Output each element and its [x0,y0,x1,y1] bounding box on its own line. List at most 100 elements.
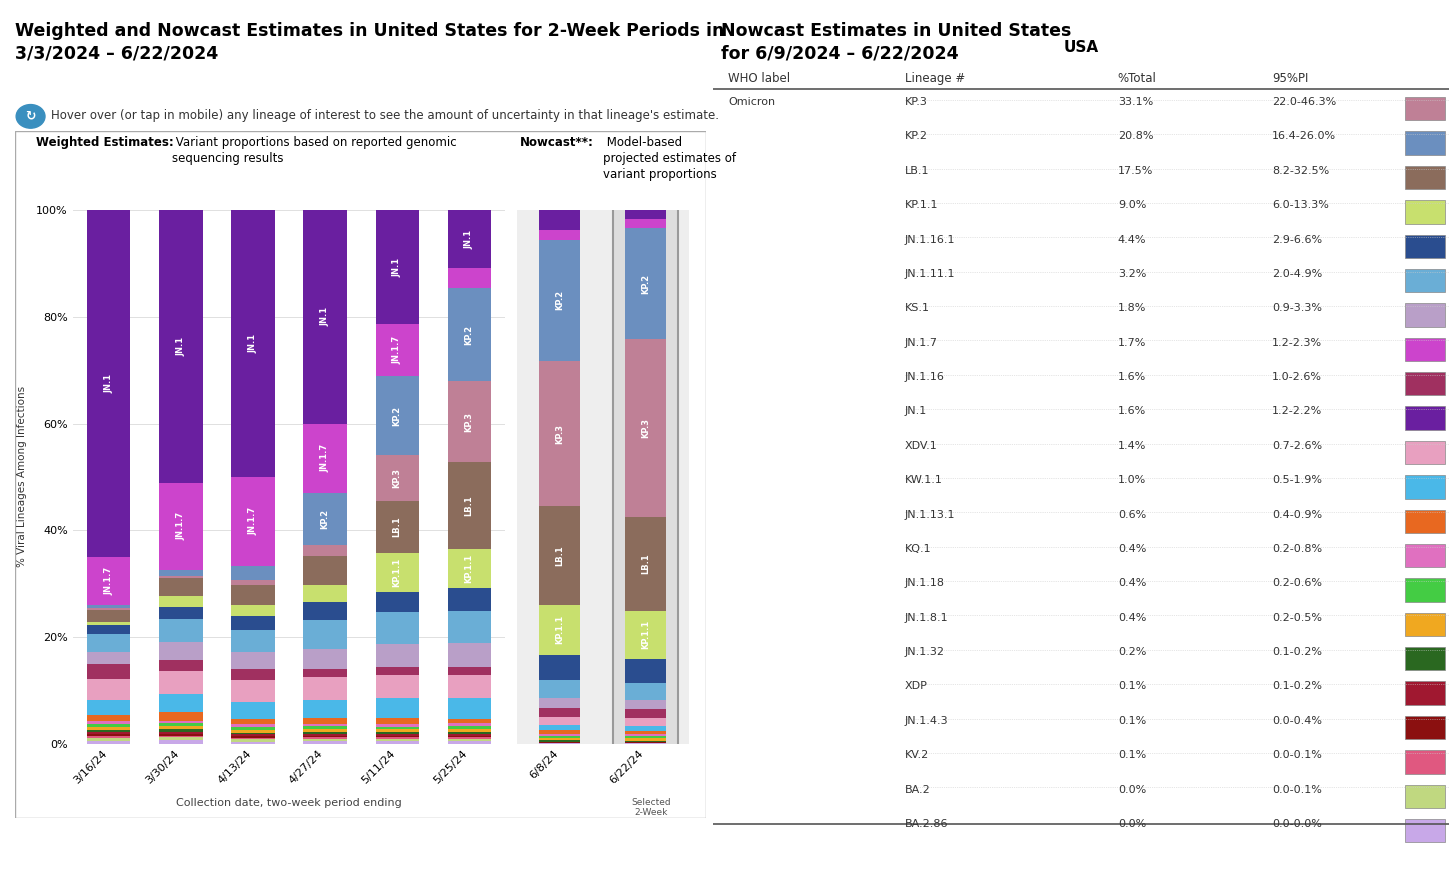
Bar [376,738,419,739]
Text: JN.1.7: JN.1.7 [904,338,938,347]
Text: 2.9-6.6%: 2.9-6.6% [1273,234,1322,245]
Text: JN.1: JN.1 [464,229,473,248]
Text: 1.7%: 1.7% [1118,338,1146,347]
Bar [303,668,347,677]
Text: KV.2: KV.2 [904,750,929,760]
Text: Nowcast Estimates in United States
for 6/9/2024 – 6/22/2024: Nowcast Estimates in United States for 6… [721,22,1072,63]
Bar [232,734,275,736]
Bar [303,738,347,739]
Bar [303,424,347,493]
Bar [447,643,491,667]
Bar [303,739,347,741]
Text: 0.0-0.1%: 0.0-0.1% [1273,750,1322,760]
Text: 16.4-26.0%: 16.4-26.0% [1273,131,1337,142]
Bar [447,732,491,734]
Bar [87,664,131,679]
Text: Weighted Estimates:: Weighted Estimates: [36,136,175,149]
Text: %Total: %Total [1118,72,1156,85]
Bar [1405,612,1444,636]
Text: 1.0-2.6%: 1.0-2.6% [1273,372,1322,382]
Bar [87,556,131,605]
Bar [447,698,491,718]
Text: 17.5%: 17.5% [1118,166,1153,176]
Text: 1.6%: 1.6% [1118,407,1146,416]
Bar [625,738,667,740]
Text: 0.4%: 0.4% [1118,544,1146,554]
Text: 0.4%: 0.4% [1118,612,1146,623]
Text: 0.0%: 0.0% [1118,785,1146,794]
Bar [625,710,667,718]
Bar [625,725,667,731]
Bar [376,501,419,552]
Bar [1405,269,1444,292]
Text: KP.2: KP.2 [464,325,473,345]
Bar [447,550,491,588]
Bar [539,733,581,736]
Bar [376,739,419,741]
Text: LB.1: LB.1 [464,495,473,516]
Bar [303,620,347,648]
Bar [87,625,131,634]
Bar [303,602,347,620]
Bar [1405,131,1444,155]
Bar [87,716,131,721]
Text: KS.1: KS.1 [904,304,929,313]
Bar [447,734,491,736]
Text: KP.2: KP.2 [904,131,927,142]
Text: 0.0-0.4%: 0.0-0.4% [1273,716,1322,726]
Bar [232,668,275,680]
Bar [376,324,419,375]
Bar [87,721,131,724]
Bar [539,717,581,724]
Bar [232,630,275,652]
Bar [447,676,491,698]
Bar [232,741,275,744]
Text: KP.1.1: KP.1.1 [464,554,473,584]
Bar [625,700,667,710]
Text: 0.4-0.9%: 0.4-0.9% [1273,509,1322,520]
Text: 0.9-3.3%: 0.9-3.3% [1273,304,1322,313]
Bar [159,720,202,724]
Text: LB.1: LB.1 [904,166,929,176]
Bar [1405,509,1444,533]
Bar [159,726,202,729]
Text: JN.1.11.1: JN.1.11.1 [904,269,955,279]
Text: 0.2-0.6%: 0.2-0.6% [1273,578,1322,588]
Bar [447,729,491,732]
Bar [539,507,581,605]
Bar [303,493,347,544]
Text: 1.8%: 1.8% [1118,304,1146,313]
Bar [87,736,131,738]
Bar [447,726,491,729]
Bar [232,718,275,724]
Bar [539,697,581,708]
Text: 0.1-0.2%: 0.1-0.2% [1273,648,1322,657]
Bar [159,576,202,578]
Bar [376,730,419,732]
Text: KP.1.1: KP.1.1 [393,558,402,587]
Bar [376,375,419,456]
Text: Model-based
projected estimates of
variant proportions: Model-based projected estimates of varia… [603,136,735,180]
Bar [625,611,667,659]
Text: KP.3: KP.3 [393,468,402,488]
Bar [625,736,667,738]
Bar [159,738,202,740]
Bar [159,210,202,483]
Bar [1405,372,1444,396]
Bar [303,701,347,717]
Bar [232,585,275,605]
Bar [232,739,275,741]
Bar [376,732,419,734]
Bar [159,596,202,607]
Bar [539,605,581,655]
Bar [232,210,275,477]
Bar [1405,200,1444,224]
Text: JN.1.7: JN.1.7 [393,336,402,364]
Bar [303,734,347,736]
Bar [1405,716,1444,739]
Bar [376,734,419,736]
Bar [303,726,347,730]
Text: 22.0-46.3%: 22.0-46.3% [1273,97,1337,107]
Bar [232,732,275,734]
Bar [447,268,491,289]
